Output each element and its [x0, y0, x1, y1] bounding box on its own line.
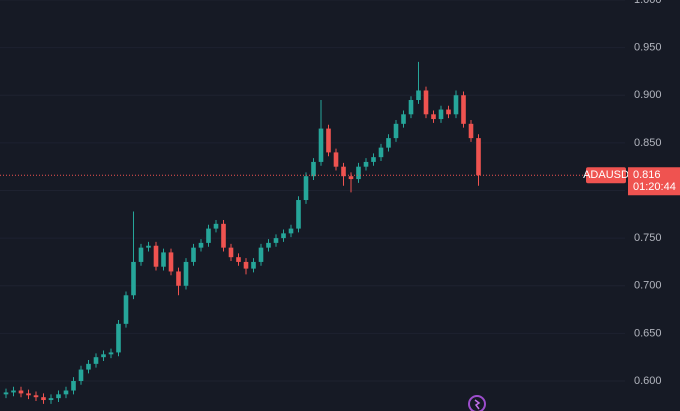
candle-body — [333, 152, 339, 167]
candle-body — [416, 90, 421, 101]
candle-body — [461, 95, 466, 124]
candle-body — [348, 176, 354, 180]
y-tick-label: 0.900 — [634, 89, 662, 101]
candle-body — [228, 247, 234, 258]
candle-body — [138, 247, 144, 262]
candle-body — [48, 398, 54, 401]
candle-body — [153, 245, 159, 267]
candle-body — [146, 245, 151, 248]
candle-body — [33, 395, 39, 398]
candle-body — [288, 228, 294, 234]
candle-body — [236, 257, 241, 262]
symbol-label-box — [586, 167, 626, 184]
candle-body — [116, 323, 121, 353]
candle-body — [41, 397, 46, 401]
y-tick-label: 0.700 — [634, 280, 662, 292]
watermark-icon — [468, 395, 486, 411]
candle-body — [63, 390, 69, 395]
candle-body — [423, 90, 429, 115]
candle-body — [221, 223, 226, 248]
candle-body — [393, 123, 399, 139]
candle-body — [326, 128, 331, 153]
candle-body — [56, 394, 61, 399]
candle-body — [18, 390, 24, 394]
y-tick-label: 0.600 — [634, 375, 662, 387]
candle-body — [11, 390, 16, 393]
price-label: 0.816 — [633, 169, 661, 181]
candle-body — [378, 147, 384, 158]
candle-body — [408, 100, 414, 115]
candle-body — [258, 247, 264, 262]
candle-body — [273, 238, 279, 243]
candle-body — [311, 161, 316, 177]
y-tick-label: 0.850 — [634, 137, 662, 149]
candle-body — [93, 357, 99, 364]
y-tick-label: 0.750 — [634, 232, 662, 244]
candle-body — [123, 295, 129, 324]
candle-body — [371, 157, 376, 162]
candle-body — [198, 242, 204, 248]
candle-body — [266, 242, 271, 248]
y-tick-label: 1.000 — [634, 0, 662, 6]
y-tick-label: 0.650 — [634, 327, 662, 339]
candle-body — [108, 352, 114, 355]
candle-body — [101, 354, 106, 358]
candle-body — [438, 109, 444, 120]
candle-body — [243, 261, 249, 269]
candle-body — [26, 393, 31, 396]
candle-body — [386, 138, 391, 148]
y-tick-label: 0.950 — [634, 42, 662, 54]
candle-body — [363, 161, 369, 167]
candle-body — [281, 233, 286, 239]
candle-body — [131, 261, 136, 296]
candle-body — [3, 392, 9, 395]
candle-body — [356, 166, 361, 180]
candle-body — [468, 123, 474, 139]
candle-body — [86, 363, 91, 370]
price-label-box — [628, 167, 680, 196]
candle-body — [318, 128, 324, 162]
candle-body — [213, 223, 219, 229]
candle-body — [71, 380, 76, 391]
candle-body — [168, 252, 174, 272]
candle-body — [191, 247, 196, 262]
candle-body — [401, 114, 406, 124]
candle-body — [183, 261, 189, 286]
candle-body — [296, 200, 301, 229]
candle-body — [431, 114, 436, 120]
candle-body — [161, 252, 166, 267]
candle-body — [303, 176, 309, 201]
candle-body — [78, 369, 84, 381]
symbol-label: ADAUSD — [583, 169, 629, 181]
candle-body — [341, 166, 346, 177]
countdown-label: 01:20:44 — [633, 181, 676, 193]
candle-body — [176, 271, 181, 286]
candle-body — [476, 138, 481, 176]
candle-body — [446, 109, 451, 115]
candle-body — [251, 261, 256, 269]
candle-body — [206, 228, 211, 243]
candle-body — [453, 95, 459, 115]
